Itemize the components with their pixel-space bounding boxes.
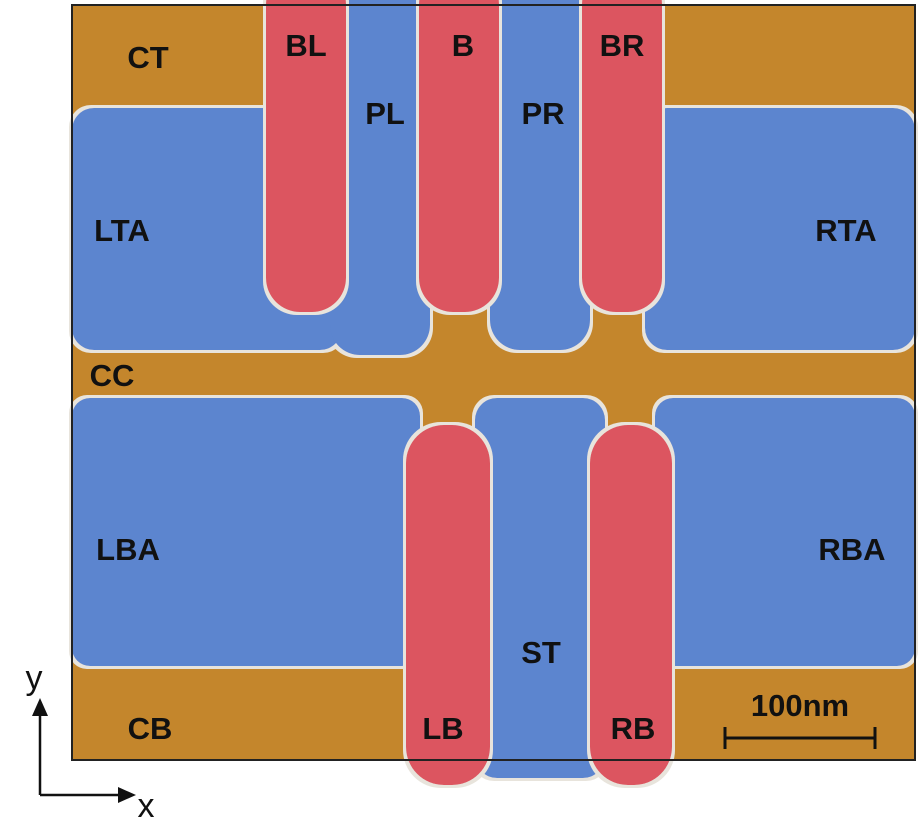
label: BL — [285, 28, 326, 63]
label: LB — [422, 711, 463, 746]
label: LTA — [94, 213, 150, 248]
micrograph-figure: CT BL B BR PL PR LTA RTA CC LBA RBA ST C… — [0, 0, 921, 825]
sem-image — [72, 0, 915, 785]
label: PL — [365, 96, 405, 131]
label: B — [452, 28, 474, 63]
page: {"labels": ["CT", "BL", "B", "BR", "PL",… — [0, 0, 921, 825]
label: RBA — [818, 532, 885, 567]
y-axis-label: y — [26, 659, 43, 697]
label: CT — [127, 40, 168, 75]
label: BR — [600, 28, 645, 63]
label: RB — [611, 711, 656, 746]
label: CC — [90, 358, 135, 393]
label: ST — [521, 635, 561, 670]
gate-st — [475, 398, 605, 778]
x-axis-label: x — [138, 787, 155, 825]
label: PR — [521, 96, 564, 131]
gate-pr — [490, 0, 590, 350]
label: LBA — [96, 532, 160, 567]
label: RTA — [815, 213, 876, 248]
label: CB — [128, 711, 173, 746]
scale-bar-label: 100nm — [751, 688, 849, 723]
